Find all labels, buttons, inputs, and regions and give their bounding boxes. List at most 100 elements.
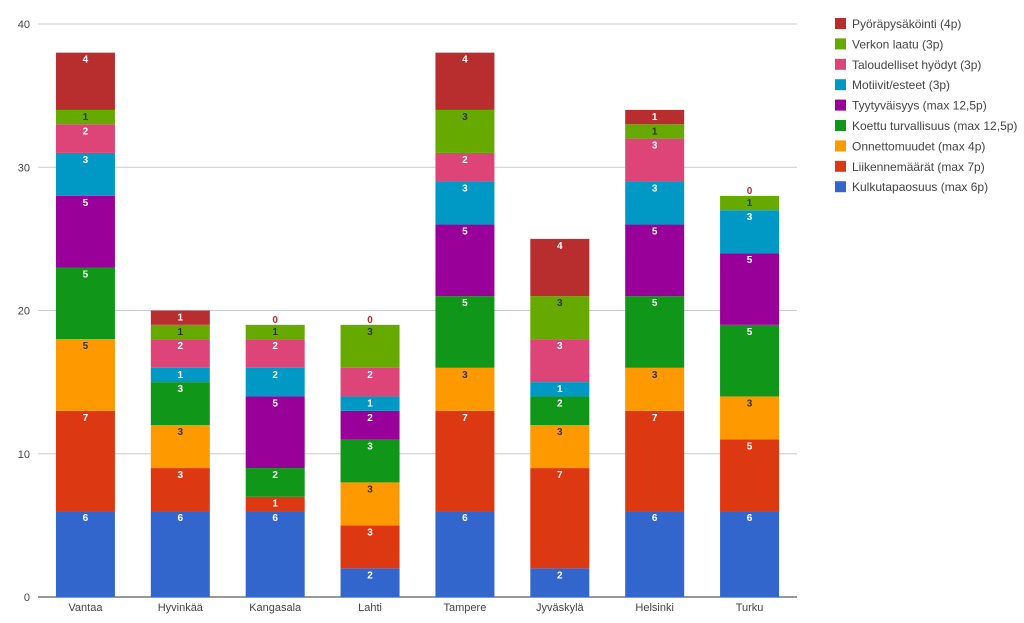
bar-segment — [625, 410, 685, 512]
bar-segment — [340, 396, 400, 411]
segment-value-label: 1 — [652, 126, 658, 137]
bar-segment — [150, 511, 210, 597]
segment-value-label: 3 — [83, 155, 89, 166]
segment-value-label: 1 — [652, 112, 658, 123]
segment-value-label: 1 — [178, 327, 184, 338]
segment-value-label: 5 — [652, 298, 658, 309]
bar-segment — [435, 367, 495, 411]
legend-label: Tyytyväisyys (max 12,5p) — [852, 99, 987, 113]
legend-swatch — [835, 18, 846, 29]
segment-value-label: 2 — [367, 413, 373, 424]
bar-segment — [55, 410, 115, 512]
bar-segment — [435, 181, 495, 225]
segment-value-label: 0 — [367, 315, 373, 326]
segment-value-label: 0 — [272, 315, 278, 326]
bar-segment — [245, 468, 305, 497]
bar-segment — [720, 324, 780, 397]
bar-segment — [245, 324, 305, 340]
segment-value-label: 3 — [557, 341, 563, 352]
legend-label: Verkon laatu (3p) — [852, 37, 943, 51]
segment-value-label: 5 — [83, 198, 89, 209]
segment-value-label: 1 — [178, 370, 184, 381]
segment-value-label: 3 — [462, 112, 468, 123]
legend-label: Taloudelliset hyödyt (3p) — [852, 58, 981, 72]
segment-value-label: 1 — [272, 327, 278, 338]
bar-segment — [340, 410, 400, 440]
bar-segment — [55, 52, 115, 110]
segment-value-label: 7 — [83, 413, 89, 424]
y-tick-label: 0 — [24, 592, 30, 604]
segment-value-label: 0 — [747, 186, 753, 197]
y-tick-label: 30 — [18, 162, 30, 174]
segment-value-label: 6 — [462, 513, 468, 524]
bar-segment — [530, 468, 590, 569]
bar-segment — [435, 224, 495, 297]
legend-swatch — [835, 120, 846, 131]
bar-segment — [55, 195, 115, 268]
bar-segment — [720, 195, 780, 211]
bar-segment — [530, 382, 590, 397]
bar-segment — [150, 382, 210, 426]
segment-value-label: 1 — [557, 384, 563, 395]
legend-swatch — [835, 58, 846, 70]
bars: 6755532146333012116102522102333212306735… — [55, 52, 780, 597]
legend-label: Kulkutapaosuus (max 6p) — [852, 180, 988, 194]
legend-swatch — [835, 99, 846, 111]
segment-value-label: 3 — [178, 470, 184, 481]
bar-segment — [340, 324, 400, 368]
bar-segment — [245, 511, 305, 597]
segment-value-label: 2 — [178, 341, 184, 352]
bar-segment — [625, 224, 685, 297]
segment-value-label: 5 — [83, 270, 89, 281]
bar-segment — [55, 339, 115, 411]
segment-value-label: 4 — [557, 241, 563, 252]
legend-swatch — [835, 79, 846, 91]
bar-segment — [625, 181, 685, 225]
segment-value-label: 3 — [367, 441, 373, 452]
segment-value-label: 2 — [557, 570, 563, 581]
bar-segment — [435, 52, 495, 110]
segment-value-label: 5 — [747, 441, 753, 452]
bar-segment — [435, 152, 495, 182]
bar-segment — [530, 339, 590, 383]
legend-label: Liikennemäärät (max 7p) — [852, 160, 985, 174]
legend-label: Onnettomuudet (max 4p) — [852, 139, 985, 153]
segment-value-label: 5 — [747, 255, 753, 266]
bar-segment — [530, 238, 590, 297]
legend-label: Pyöräpysäköinti (4p) — [852, 17, 961, 31]
segment-value-label: 2 — [462, 155, 468, 166]
bar-segment — [150, 425, 210, 469]
segment-value-label: 3 — [652, 184, 658, 195]
legend-swatch — [835, 140, 846, 152]
bar-segment — [530, 425, 590, 469]
bar-segment — [625, 296, 685, 368]
bar-segment — [340, 367, 400, 397]
segment-value-label: 3 — [557, 298, 563, 309]
x-tick-label: Tampere — [444, 602, 487, 614]
bar-segment — [435, 511, 495, 597]
bar-segment — [55, 109, 115, 125]
segment-value-label: 5 — [462, 227, 468, 238]
segment-value-label: 2 — [272, 470, 278, 481]
bar-segment — [150, 468, 210, 512]
bar-segment — [340, 525, 400, 569]
bar-segment — [340, 439, 400, 483]
bar-segment — [55, 511, 115, 597]
segment-value-label: 3 — [178, 427, 184, 438]
bar-segment — [720, 511, 780, 597]
bar-segment — [720, 253, 780, 325]
segment-value-label: 2 — [367, 370, 373, 381]
segment-value-label: 6 — [652, 513, 658, 524]
segment-value-label: 4 — [462, 55, 468, 66]
segment-value-label: 3 — [367, 484, 373, 495]
legend-swatch — [835, 181, 846, 193]
x-tick-label: Jyväskylä — [536, 602, 585, 614]
segment-value-label: 2 — [272, 341, 278, 352]
bar-segment — [625, 124, 685, 139]
legend-label: Motiivit/esteet (3p) — [852, 78, 950, 92]
segment-value-label: 6 — [83, 513, 89, 524]
x-tick-label: Vantaa — [68, 602, 103, 614]
bar-segment — [625, 367, 685, 411]
bar-segment — [55, 124, 115, 153]
segment-value-label: 2 — [83, 126, 89, 137]
